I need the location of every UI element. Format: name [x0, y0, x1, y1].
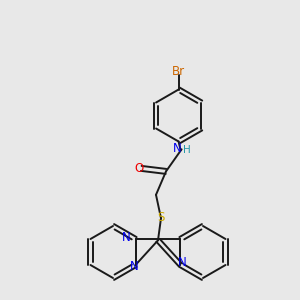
Text: Br: Br [172, 65, 185, 78]
Text: N: N [173, 142, 182, 155]
Text: N: N [122, 231, 130, 244]
Text: N: N [130, 260, 139, 272]
Text: S: S [157, 211, 165, 224]
Text: N: N [178, 256, 187, 269]
Text: O: O [135, 162, 144, 175]
Text: H: H [183, 145, 190, 155]
